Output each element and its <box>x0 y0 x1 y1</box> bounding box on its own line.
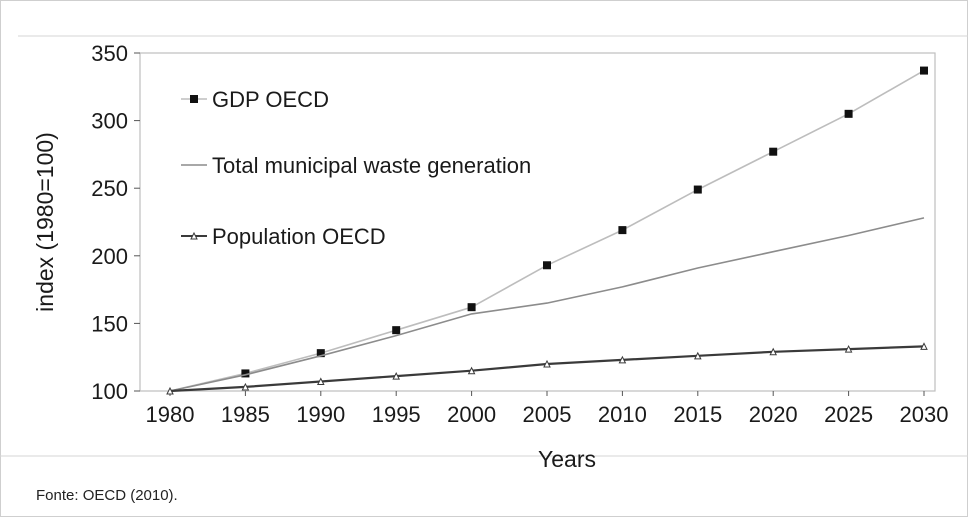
point-population-oecd <box>467 366 476 375</box>
x-tick-label: 2010 <box>598 402 647 427</box>
x-tick-label: 1995 <box>372 402 421 427</box>
point-gdp-oecd <box>467 303 476 312</box>
y-tick-label: 350 <box>91 41 128 66</box>
x-tick-label: 2030 <box>900 402 949 427</box>
x-axis-ticks: 1980 1985 1990 1995 2000 2005 2010 2015 2020 2025… <box>146 391 949 427</box>
point-population-oecd <box>844 344 853 353</box>
y-tick-label: 200 <box>91 244 128 269</box>
point-gdp-oecd <box>241 369 250 378</box>
point-gdp-oecd <box>844 109 853 118</box>
point-gdp-oecd <box>693 185 702 194</box>
point-population-oecd <box>920 342 928 350</box>
x-tick-label: 2000 <box>447 402 496 427</box>
series-layer <box>166 66 928 395</box>
series-line-population-oecd <box>169 345 925 393</box>
y-tick-label: 150 <box>91 311 128 336</box>
point-population-oecd <box>693 351 702 360</box>
legend: GDP OECD Total municipal waste generatio… <box>181 87 531 249</box>
point-population-oecd <box>316 377 325 386</box>
point-population-oecd <box>618 355 627 364</box>
x-tick-label: 2005 <box>523 402 572 427</box>
point-gdp-oecd <box>392 326 401 335</box>
x-tick-label: 1980 <box>146 402 195 427</box>
point-population-oecd <box>241 382 250 391</box>
x-tick-label: 2020 <box>749 402 798 427</box>
plot-area <box>139 52 936 392</box>
x-tick-label: 2015 <box>673 402 722 427</box>
x-axis-title: Years <box>538 446 596 472</box>
x-tick-label: 2025 <box>824 402 873 427</box>
point-population-oecd <box>392 372 401 380</box>
legend-label-population: Population OECD <box>212 224 386 249</box>
point-gdp-oecd <box>543 261 551 270</box>
x-tick-label: 1990 <box>296 402 345 427</box>
y-tick-label: 250 <box>91 176 128 201</box>
legend-population-marker <box>190 231 198 240</box>
y-axis-ticks: 100 150 200 250 300 350 <box>91 41 140 404</box>
point-gdp-oecd <box>920 66 928 75</box>
series-line-total-municipal-waste-generation <box>169 217 925 392</box>
point-gdp-oecd <box>316 349 325 358</box>
legend-gdp-marker <box>190 95 198 103</box>
y-tick-label: 300 <box>91 109 128 134</box>
point-population-oecd <box>769 347 778 356</box>
y-axis-title: index (1980=100) <box>32 132 58 312</box>
line-chart: 100 150 200 250 300 350 1980 1985 1990 1995 2000 2… <box>0 35 968 472</box>
point-gdp-oecd <box>618 226 627 235</box>
x-tick-label: 1985 <box>221 402 270 427</box>
legend-label-gdp: GDP OECD <box>212 87 329 112</box>
y-tick-label: 100 <box>91 379 128 404</box>
point-gdp-oecd <box>769 147 778 156</box>
point-population-oecd <box>166 386 174 395</box>
legend-label-waste: Total municipal waste generation <box>212 153 531 178</box>
source-note: Fonte: OECD (2010). <box>36 487 178 504</box>
point-population-oecd <box>543 359 551 368</box>
